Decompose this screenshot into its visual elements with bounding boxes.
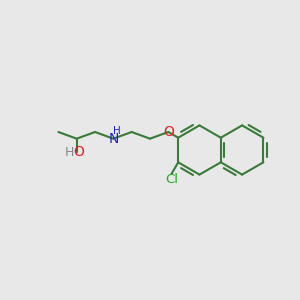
Text: H: H xyxy=(65,146,74,159)
Text: Cl: Cl xyxy=(165,173,178,186)
Text: O: O xyxy=(74,145,85,159)
Text: H: H xyxy=(113,126,121,136)
Text: O: O xyxy=(163,125,174,139)
Text: N: N xyxy=(108,132,118,146)
